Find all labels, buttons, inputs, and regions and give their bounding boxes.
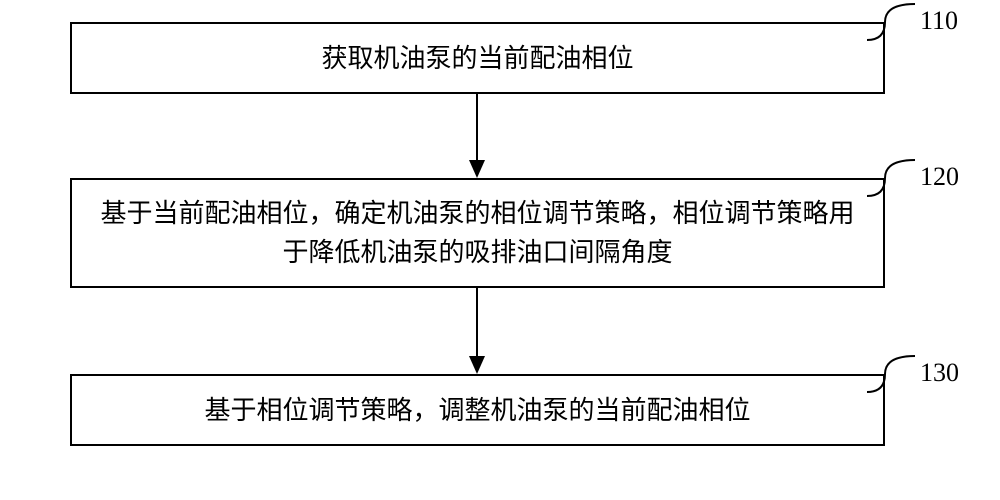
step-label-120: 120 [920,162,959,192]
step-box-120: 基于当前配油相位，确定机油泵的相位调节策略，相位调节策略用于降低机油泵的吸排油口… [70,178,885,288]
step-box-130: 基于相位调节策略，调整机油泵的当前配油相位 [70,374,885,446]
flowchart-canvas: 获取机油泵的当前配油相位 110 基于当前配油相位，确定机油泵的相位调节策略，相… [0,0,1000,500]
step-label-130: 130 [920,358,959,388]
step-text-130: 基于相位调节策略，调整机油泵的当前配油相位 [204,391,750,430]
step-text-110: 获取机油泵的当前配油相位 [321,39,633,78]
step-box-110: 获取机油泵的当前配油相位 [70,22,885,94]
step-text-120: 基于当前配油相位，确定机油泵的相位调节策略，相位调节策略用于降低机油泵的吸排油口… [92,194,863,272]
arrow-1 [463,94,491,178]
arrow-2 [463,288,491,374]
step-label-110: 110 [920,6,958,36]
